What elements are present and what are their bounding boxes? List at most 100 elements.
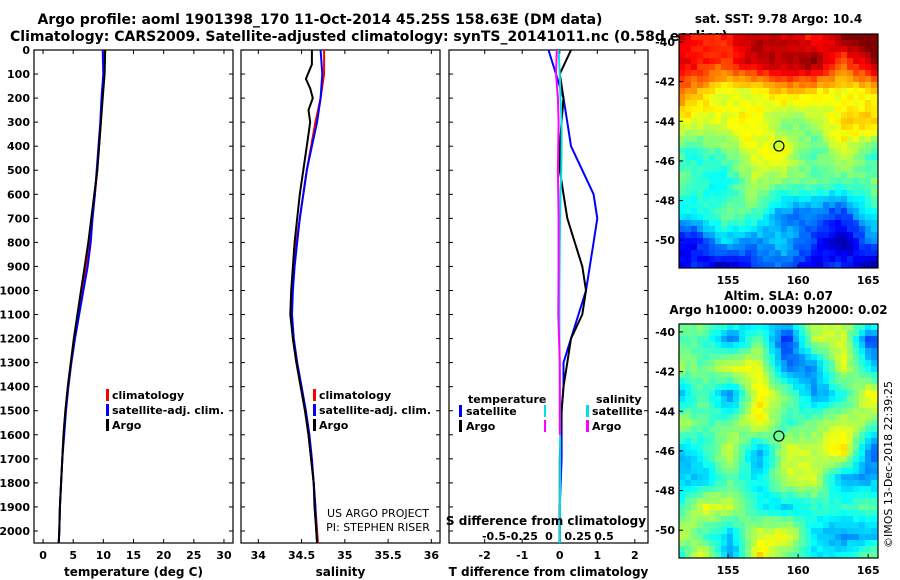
map-cell xyxy=(835,238,841,244)
map-cell xyxy=(679,390,685,396)
map-cell xyxy=(829,88,835,94)
map-cell xyxy=(703,118,709,124)
map-cell xyxy=(793,112,799,118)
map-cell xyxy=(757,40,763,46)
map-cell xyxy=(757,244,763,250)
map-cell xyxy=(727,348,733,354)
map-cell xyxy=(751,510,757,516)
map-cell xyxy=(787,196,793,202)
map-cell xyxy=(727,402,733,408)
map-cell xyxy=(781,262,787,268)
map-cell xyxy=(805,70,811,76)
map-cell xyxy=(817,70,823,76)
map-cell xyxy=(847,474,853,480)
map-cell xyxy=(799,244,805,250)
map-cell xyxy=(853,94,859,100)
map-cell xyxy=(763,414,769,420)
map-cell xyxy=(781,522,787,528)
map-cell xyxy=(865,172,871,178)
map-cell xyxy=(745,408,751,414)
map-cell xyxy=(715,106,721,112)
map-cell xyxy=(781,354,787,360)
map-cell xyxy=(817,396,823,402)
s-tick-label: -0.5 xyxy=(482,530,506,543)
map-cell xyxy=(679,154,685,160)
map-cell xyxy=(685,88,691,94)
map-cell xyxy=(703,220,709,226)
map-cell xyxy=(691,432,697,438)
map-cell xyxy=(817,154,823,160)
map-cell xyxy=(679,384,685,390)
map-cell xyxy=(865,396,871,402)
map-cell xyxy=(727,372,733,378)
map-cell xyxy=(745,348,751,354)
map-cell xyxy=(811,456,817,462)
map-cell xyxy=(691,166,697,172)
map-cell xyxy=(829,516,835,522)
map-cell xyxy=(721,256,727,262)
map-cell xyxy=(727,94,733,100)
map-cell xyxy=(721,142,727,148)
x-tick-label: 15 xyxy=(126,549,141,562)
map-cell xyxy=(727,130,733,136)
map-cell xyxy=(865,546,871,552)
map-cell xyxy=(793,384,799,390)
s-tick-label: -0.25 xyxy=(506,530,538,543)
map-cell xyxy=(727,136,733,142)
map-cell xyxy=(781,58,787,64)
map-cell xyxy=(697,420,703,426)
map-cell xyxy=(769,136,775,142)
map-cell xyxy=(697,82,703,88)
map-cell xyxy=(811,552,817,558)
map-cell xyxy=(775,154,781,160)
map-cell xyxy=(835,250,841,256)
map-cell xyxy=(751,390,757,396)
map-cell xyxy=(739,492,745,498)
y-tick-label: 0 xyxy=(22,44,30,57)
map-cell xyxy=(739,504,745,510)
map-cell xyxy=(715,82,721,88)
map-cell xyxy=(787,202,793,208)
map-cell xyxy=(853,214,859,220)
map-cell xyxy=(799,256,805,262)
map-cell xyxy=(727,474,733,480)
map-cell xyxy=(733,438,739,444)
map-cell xyxy=(871,154,877,160)
map-cell xyxy=(679,534,685,540)
map-cell xyxy=(835,88,841,94)
map-cell xyxy=(841,88,847,94)
map-cell xyxy=(847,250,853,256)
map-cell xyxy=(715,342,721,348)
map-cell xyxy=(847,486,853,492)
map-cell xyxy=(739,552,745,558)
map-cell xyxy=(691,474,697,480)
map-cell xyxy=(793,330,799,336)
map-cell xyxy=(715,402,721,408)
map-cell xyxy=(817,202,823,208)
map-cell xyxy=(721,190,727,196)
map-cell xyxy=(865,492,871,498)
map-cell xyxy=(727,184,733,190)
map-cell xyxy=(745,100,751,106)
map-cell xyxy=(799,438,805,444)
map-cell xyxy=(757,214,763,220)
map-cell xyxy=(829,142,835,148)
map-cell xyxy=(751,474,757,480)
map-cell xyxy=(841,76,847,82)
map-cell xyxy=(769,70,775,76)
map-cell xyxy=(871,330,877,336)
map-cell xyxy=(685,546,691,552)
map-cell xyxy=(775,462,781,468)
map-cell xyxy=(739,106,745,112)
map-cell xyxy=(775,34,781,40)
map-cell xyxy=(847,528,853,534)
map-cell xyxy=(715,250,721,256)
map-cell xyxy=(823,232,829,238)
map-cell xyxy=(721,64,727,70)
map-cell xyxy=(727,88,733,94)
map-cell xyxy=(787,426,793,432)
map-cell xyxy=(853,178,859,184)
map-cell xyxy=(757,178,763,184)
map-cell xyxy=(721,420,727,426)
map-cell xyxy=(715,414,721,420)
